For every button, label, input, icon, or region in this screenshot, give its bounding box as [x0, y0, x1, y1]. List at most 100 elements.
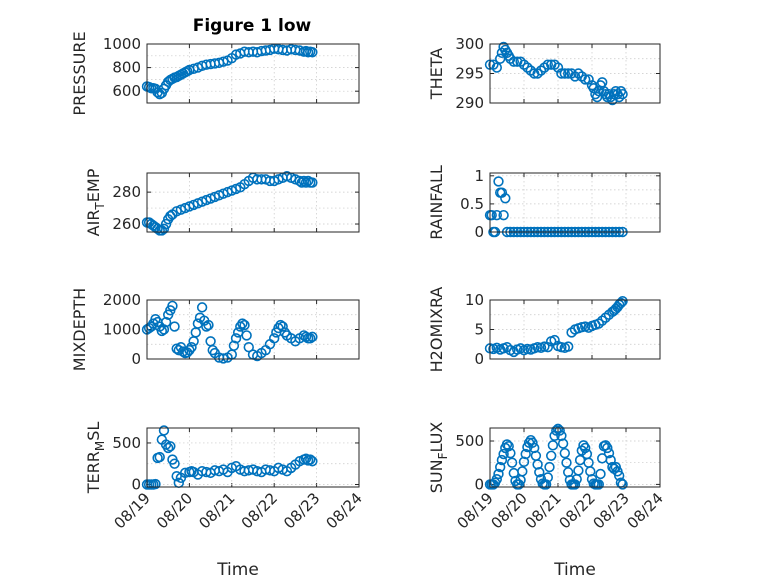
y-tick-label: 1000: [103, 321, 141, 339]
subplot-3: 260 280 AIRTEMP: [84, 168, 360, 236]
data-point: [511, 56, 523, 67]
data-point: [617, 88, 628, 100]
data-point: [493, 176, 504, 187]
data-point: [154, 451, 165, 463]
series-markers: [484, 41, 628, 106]
data-point: [506, 457, 518, 468]
subplot-4: 0 0.5 1 RAINFALL: [427, 165, 661, 241]
axes-frame: [146, 427, 360, 488]
data-point: [569, 479, 581, 490]
axes-frame: [489, 427, 661, 488]
data-point: [496, 187, 508, 198]
x-tick-label: 08/24: [323, 489, 366, 532]
axes-frame: [489, 299, 661, 360]
x-tick-label: 08/22: [556, 489, 599, 532]
data-point: [557, 438, 569, 449]
subplot-2: 290 295 300 THETA: [427, 35, 661, 112]
data-point: [218, 353, 229, 364]
data-point: [241, 330, 252, 341]
data-point: [491, 209, 502, 221]
y-tick-label: 0: [474, 350, 484, 368]
x-tick-label: 08/23: [280, 489, 323, 532]
data-point: [613, 91, 625, 103]
data-point: [520, 448, 531, 460]
data-point: [307, 177, 318, 188]
data-point: [602, 442, 613, 454]
data-point: [158, 223, 170, 235]
y-tick-label: 10: [465, 291, 484, 309]
data-point: [279, 327, 290, 338]
data-point: [605, 454, 616, 466]
data-point: [517, 466, 528, 477]
data-point: [534, 467, 545, 478]
data-point: [503, 441, 514, 452]
y-tick-label: 500: [455, 432, 484, 450]
data-point: [158, 425, 170, 436]
data-point: [486, 209, 497, 221]
data-point: [184, 344, 195, 356]
data-point: [277, 321, 288, 332]
axes-frame: [489, 172, 661, 233]
y-axis-label: RAINFALL: [427, 165, 446, 240]
data-point: [167, 300, 178, 312]
data-point: [498, 209, 509, 221]
axes-frame: [146, 43, 360, 104]
x-tick-label: 08/23: [590, 489, 633, 532]
figure-title: Figure 1 low: [193, 16, 312, 36]
data-point: [545, 59, 557, 70]
x-tick-label: 08/21: [522, 489, 565, 532]
x-tick-label: 08/21: [195, 489, 238, 532]
y-axis-label: THETA: [427, 48, 446, 100]
data-point: [505, 447, 516, 459]
data-point: [617, 479, 628, 490]
data-point: [501, 342, 513, 353]
x-tick-label: 08/19: [111, 489, 154, 532]
data-point: [491, 62, 502, 73]
data-point: [269, 333, 280, 344]
y-tick-label: 295: [455, 65, 484, 83]
data-point: [196, 302, 208, 313]
data-point: [579, 442, 591, 454]
data-point: [169, 321, 180, 332]
data-point: [556, 68, 567, 79]
data-point: [613, 470, 625, 481]
axes-background: [489, 427, 661, 488]
data-point: [532, 68, 543, 79]
series-markers: [484, 295, 628, 358]
data-point: [228, 340, 240, 351]
data-point: [579, 74, 591, 85]
data-point: [500, 193, 511, 204]
series-markers: [141, 425, 318, 490]
data-point: [207, 344, 218, 356]
y-tick-label: 500: [112, 434, 141, 452]
y-tick-label: 1: [474, 167, 484, 185]
x-tick-label: 08/20: [488, 489, 531, 532]
data-point: [593, 318, 604, 329]
data-point: [237, 318, 248, 329]
data-point: [307, 456, 318, 467]
data-point: [561, 457, 572, 468]
data-point: [218, 56, 229, 67]
x-tick-label: 08/24: [624, 489, 667, 532]
data-point: [549, 59, 560, 70]
data-point: [201, 321, 212, 332]
data-point: [505, 53, 516, 64]
x-tick-label: 08/22: [238, 489, 281, 532]
data-point: [547, 440, 559, 451]
axes-frame: [146, 299, 360, 360]
data-point: [596, 315, 608, 326]
y-tick-label: 600: [112, 82, 141, 100]
data-point: [493, 468, 504, 480]
data-point: [562, 68, 574, 79]
data-point: [539, 62, 550, 73]
data-point: [603, 447, 615, 459]
data-point: [498, 448, 509, 460]
data-point: [239, 319, 250, 331]
data-point: [593, 85, 604, 97]
data-point: [496, 454, 508, 466]
data-point: [600, 312, 611, 323]
y-tick-label: 290: [455, 94, 484, 112]
data-point: [518, 59, 530, 70]
